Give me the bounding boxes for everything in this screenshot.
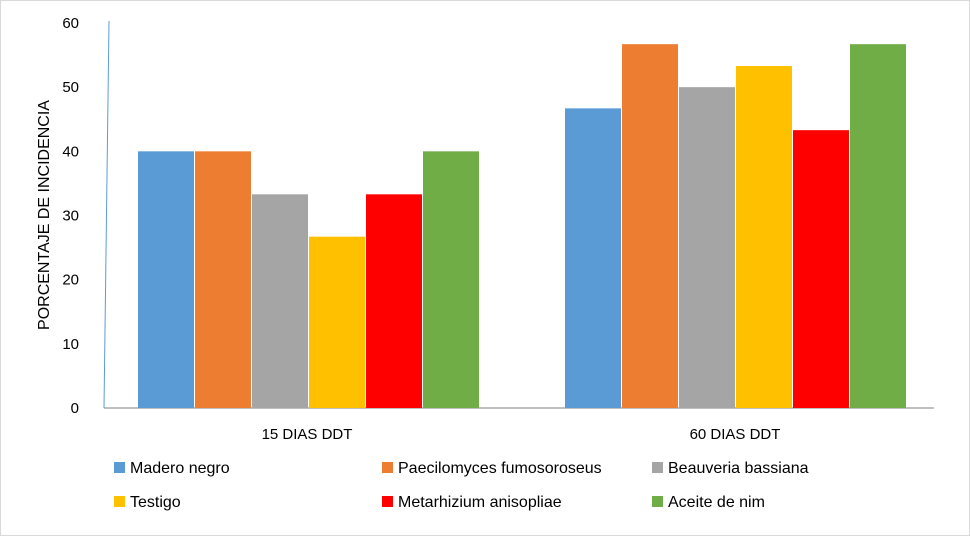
y-tick-label: 50 (62, 79, 79, 96)
legend-swatch (382, 496, 393, 507)
legend-label: Testigo (130, 494, 181, 511)
x-category-label: 60 DIAS DDT (690, 426, 781, 443)
y-axis-line (103, 20, 110, 409)
legend-label: Metarhizium anisopliae (398, 494, 562, 511)
bar (366, 194, 422, 408)
legend-label: Madero negro (130, 460, 230, 477)
x-axis-categories: 15 DIAS DDT 60 DIAS DDT (262, 426, 781, 443)
y-tick-label: 40 (62, 143, 79, 160)
y-axis-ticks: 0 10 20 30 40 50 60 (62, 15, 79, 417)
y-tick-label: 30 (62, 208, 79, 225)
bar (138, 151, 194, 409)
bar (565, 108, 621, 408)
legend-label: Paecilomyces fumosoroseus (398, 460, 602, 477)
bar (850, 44, 906, 409)
legend-swatch (652, 496, 663, 507)
legend-swatch (114, 462, 125, 473)
bar (793, 130, 849, 409)
legend-label: Aceite de nim (668, 494, 765, 511)
legend-swatch (652, 462, 663, 473)
bar (423, 151, 479, 409)
bar (622, 44, 678, 409)
y-tick-label: 0 (71, 400, 79, 417)
bar (309, 236, 365, 408)
x-category-label: 15 DIAS DDT (262, 426, 353, 443)
bar (252, 194, 308, 408)
legend-swatch (114, 496, 125, 507)
bar (736, 65, 792, 408)
bar (195, 151, 251, 409)
bar (679, 87, 735, 409)
bars-group (138, 44, 906, 409)
legend-swatch (382, 462, 393, 473)
y-axis-label: PORCENTAJE DE INCIDENCIA (36, 100, 53, 330)
y-tick-label: 60 (62, 15, 79, 32)
y-tick-label: 20 (62, 272, 79, 289)
legend-label: Beauveria bassiana (668, 460, 809, 477)
y-tick-label: 10 (62, 336, 79, 353)
legend: Madero negro Paecilomyces fumosoroseus Bea… (114, 460, 809, 511)
